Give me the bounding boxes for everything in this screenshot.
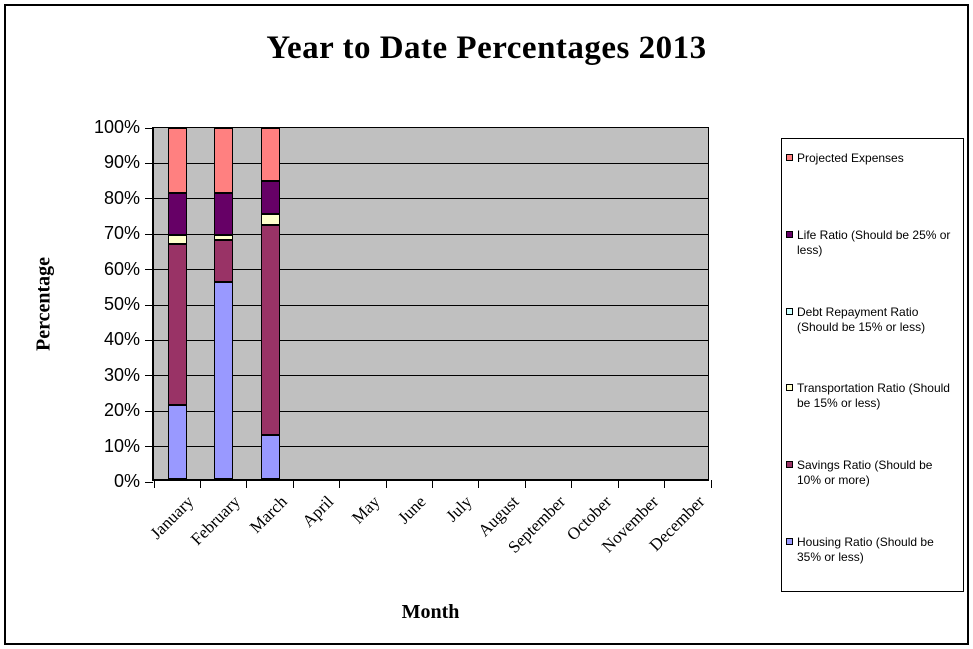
y-tick-label: 0% — [113, 471, 140, 491]
legend-item-label: Debt Repayment Ratio (Should be 15% or l… — [797, 304, 926, 334]
legend-swatch — [786, 307, 793, 315]
bar-february — [214, 128, 234, 479]
gridline — [154, 304, 708, 306]
y-tick-label: 30% — [103, 364, 140, 385]
legend-swatch — [786, 538, 793, 545]
x-category-label: June — [394, 492, 430, 528]
legend-item-label: Projected Expenses — [797, 151, 904, 165]
legend-item: Transportation Ratio (Should be 15% or l… — [786, 381, 957, 411]
bar-segment — [214, 128, 234, 193]
y-tick — [145, 481, 153, 483]
legend-item: Debt Repayment Ratio (Should be 15% or l… — [786, 305, 957, 335]
gridline — [154, 162, 708, 164]
x-tick — [385, 480, 387, 488]
y-tick — [145, 375, 153, 377]
gridline — [154, 446, 708, 448]
bar-segment — [167, 192, 187, 236]
y-tick-label: 70% — [103, 223, 140, 244]
bar-segment — [214, 235, 234, 241]
x-category-label: February — [187, 492, 245, 549]
gridline — [154, 339, 708, 341]
bar-segment — [260, 435, 280, 479]
legend-item: Housing Ratio (Should be 35% or less) — [786, 535, 957, 565]
x-tick — [199, 480, 201, 488]
x-tick — [478, 480, 480, 488]
gridline — [154, 198, 708, 200]
x-category-label: April — [298, 492, 337, 531]
bar-segment — [167, 243, 187, 406]
legend-swatch — [786, 384, 793, 392]
x-category-label: May — [347, 492, 384, 528]
y-tick-label: 100% — [93, 117, 140, 137]
bar-segment — [214, 240, 234, 283]
legend-swatch — [786, 230, 793, 238]
y-tick — [145, 162, 153, 164]
x-tick — [617, 480, 619, 488]
bar-segment — [260, 224, 280, 436]
y-tick — [145, 233, 153, 235]
x-category-label: July — [442, 492, 477, 526]
bar-segment — [167, 128, 187, 193]
y-tick — [145, 339, 153, 341]
legend-item: Life Ratio (Should be 25% or less) — [786, 228, 957, 258]
legend-item-label: Life Ratio (Should be 25% or less) — [797, 227, 951, 257]
x-tick — [710, 480, 712, 488]
gridline — [154, 233, 708, 235]
x-tick — [339, 480, 341, 488]
y-tick — [145, 269, 153, 271]
plot-area — [145, 127, 712, 488]
gridline — [154, 375, 708, 377]
y-tick-label: 90% — [103, 152, 140, 173]
x-tick — [571, 480, 573, 488]
y-tick-label: 50% — [103, 294, 140, 314]
bar-segment — [214, 282, 234, 479]
bar-segment — [260, 214, 280, 225]
bar-segment — [167, 235, 187, 244]
y-tick — [145, 410, 153, 412]
y-tick — [145, 304, 153, 306]
x-category-label: March — [245, 492, 291, 537]
bar-segment — [260, 180, 280, 215]
bar-march — [260, 128, 280, 479]
bar-january — [167, 128, 187, 479]
x-tick — [524, 480, 526, 488]
gridline — [154, 269, 708, 271]
legend-item: Savings Ratio (Should be 10% or more) — [786, 458, 957, 488]
gridline — [154, 410, 708, 412]
y-tick — [145, 446, 153, 448]
y-tick-label: 20% — [103, 400, 140, 421]
x-tick — [664, 480, 666, 488]
y-tick-label: 80% — [103, 187, 140, 208]
x-tick — [292, 480, 294, 488]
y-tick-label: 60% — [103, 258, 140, 279]
bar-segment — [260, 128, 280, 181]
chart-title: Year to Date Percentages 2013 — [266, 30, 707, 66]
y-tick — [145, 127, 153, 129]
y-tick — [145, 198, 153, 200]
legend-item: Projected Expenses — [786, 151, 957, 166]
legend-box: Projected Expenses Life Ratio (Should be … — [781, 138, 964, 592]
legend-item-label: Savings Ratio (Should be 10% or more) — [797, 458, 933, 488]
legend-swatch — [786, 154, 793, 161]
y-tick-label: 40% — [103, 329, 140, 350]
x-axis-title: Month — [401, 601, 460, 623]
x-tick — [153, 480, 155, 488]
legend-swatch — [786, 461, 793, 469]
legend-item-label: Housing Ratio (Should be 35% or less) — [797, 535, 934, 564]
x-tick — [432, 480, 433, 488]
bar-segment — [214, 192, 234, 236]
x-tick — [246, 480, 248, 488]
legend-item-label: Transportation Ratio (Should be 15% or l… — [797, 381, 950, 411]
y-tick-label: 10% — [103, 435, 140, 456]
bar-segment — [167, 405, 187, 479]
